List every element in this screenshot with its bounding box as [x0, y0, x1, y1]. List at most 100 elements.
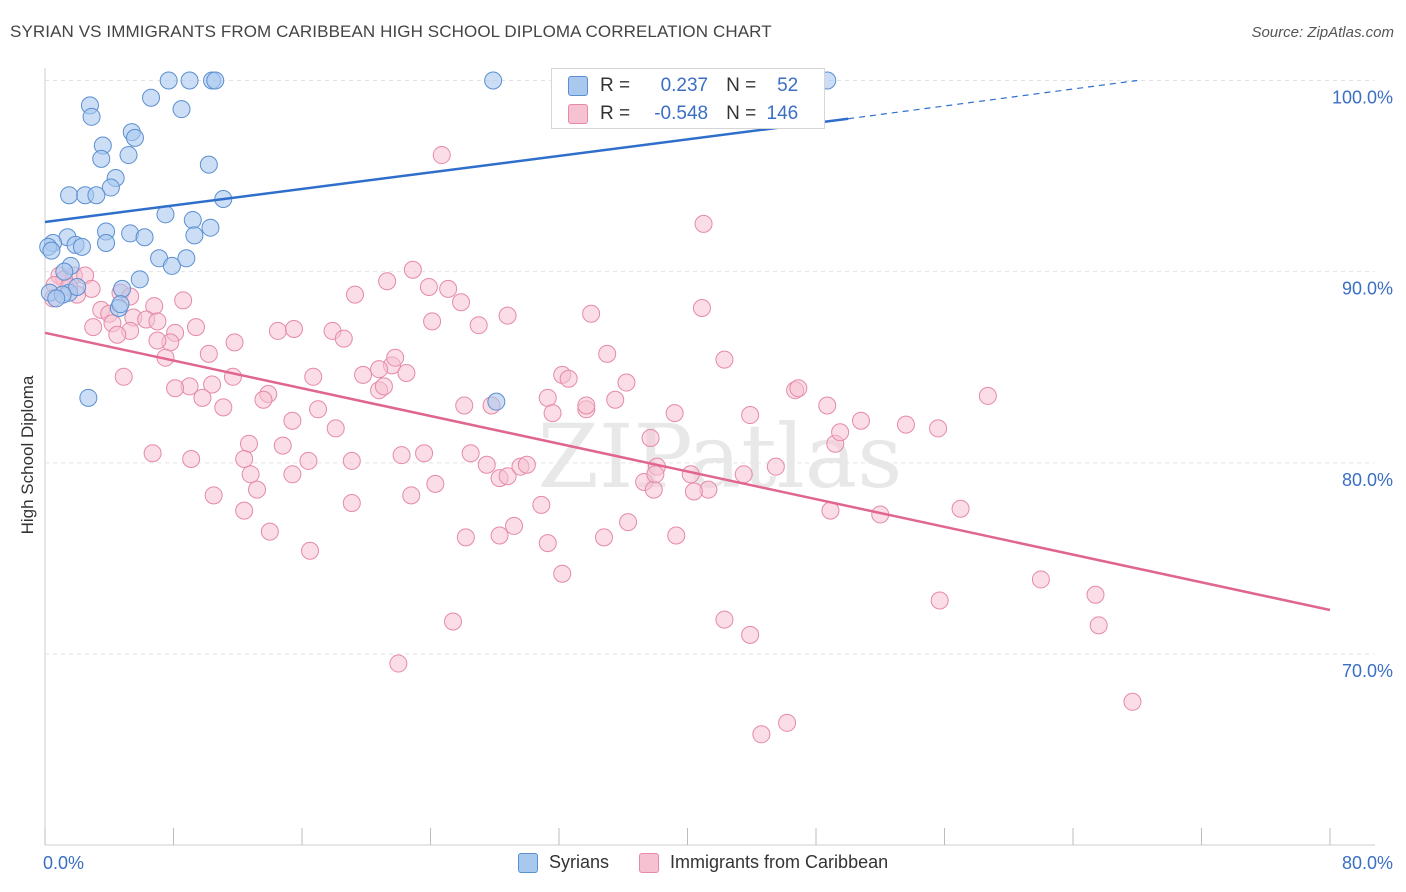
syrian-point: [135, 228, 154, 247]
syrians-swatch: [568, 76, 588, 96]
caribbean-point: [419, 277, 438, 296]
caribbean-point: [403, 260, 422, 279]
gridlines: [45, 80, 1375, 655]
caribbean-point: [577, 396, 596, 415]
syrian-point: [130, 270, 149, 289]
syrian-point: [92, 149, 111, 168]
syrian-point: [172, 100, 191, 119]
caribbean-point: [498, 467, 517, 486]
syrian-point: [113, 279, 132, 298]
caribbean-point: [309, 400, 328, 419]
syrian-point: [42, 241, 61, 260]
y-tick-label: 70.0%: [1342, 661, 1393, 681]
caribbean-point: [715, 610, 734, 629]
legend-item-caribbean[interactable]: Immigrants from Caribbean: [639, 852, 888, 873]
caribbean-point: [354, 365, 373, 384]
caribbean-point: [641, 428, 660, 447]
legend-label-caribbean: Immigrants from Caribbean: [670, 852, 889, 872]
caribbean-point: [684, 482, 703, 501]
caribbean-point: [851, 411, 870, 430]
caribbean-point: [1031, 570, 1050, 589]
source-credit: Source: ZipAtlas.com: [1251, 24, 1394, 41]
caribbean-point: [766, 457, 785, 476]
r-value-syrians: 0.237: [660, 75, 709, 96]
x-tick-label: 0.0%: [43, 853, 84, 873]
caribbean-point: [498, 306, 517, 325]
caribbean-point: [1086, 585, 1105, 604]
caribbean-swatch: [568, 104, 588, 124]
bottom-legend: Syrians Immigrants from Caribbean: [518, 852, 918, 873]
caribbean-point: [929, 419, 948, 438]
caribbean-point: [582, 304, 601, 323]
trend-lines: [44, 79, 1331, 612]
caribbean-point: [283, 411, 302, 430]
caribbean-point: [617, 373, 636, 392]
caribbean-point: [389, 654, 408, 673]
syrian-point: [72, 237, 91, 256]
caribbean-point: [148, 312, 167, 331]
caribbean-point: [667, 526, 686, 545]
caribbean-point: [606, 390, 625, 409]
caribbean-point: [254, 390, 273, 409]
caribbean-point: [143, 444, 162, 463]
caribbean-point: [594, 528, 613, 547]
r-label: R =: [600, 75, 631, 96]
syrian-point: [206, 71, 225, 90]
syrian-point: [119, 146, 138, 165]
syrian-point: [484, 71, 503, 90]
caribbean-point: [439, 279, 458, 298]
caribbean-point: [392, 446, 411, 465]
caribbean-point: [193, 388, 212, 407]
caribbean-point: [326, 419, 345, 438]
caribbean-point: [346, 285, 365, 304]
caribbean-point: [752, 725, 771, 744]
caribbean-point: [374, 377, 393, 396]
syrian-point: [79, 388, 98, 407]
syrians-swatch: [518, 852, 538, 873]
n-label: N =: [726, 75, 757, 96]
syrian-point: [82, 107, 101, 126]
caribbean-point: [490, 526, 509, 545]
caribbean-point: [342, 451, 361, 470]
caribbean-point: [598, 344, 617, 363]
caribbean-point: [283, 465, 302, 484]
syrian-point: [60, 186, 79, 205]
legend-item-syrians[interactable]: Syrians: [518, 852, 609, 873]
caribbean-point: [455, 396, 474, 415]
legend-label-syrians: Syrians: [549, 852, 610, 872]
caribbean-point: [241, 465, 260, 484]
caribbean-point: [299, 451, 318, 470]
caribbean-point: [426, 474, 445, 493]
caribbean-point: [543, 404, 562, 423]
caribbean-point: [477, 455, 496, 474]
caribbean-point: [734, 465, 753, 484]
r-value-caribbean: -0.548: [654, 103, 709, 124]
syrian-point: [87, 186, 106, 205]
caribbean-point: [204, 486, 223, 505]
stats-legend-box: R = 0.237 N = 52 R = -0.548 N = 146: [551, 68, 825, 129]
caribbean-point: [896, 415, 915, 434]
caribbean-point: [199, 344, 218, 363]
r-label: R =: [600, 103, 631, 124]
caribbean-point: [301, 541, 320, 560]
caribbean-swatch: [639, 852, 660, 873]
syrian-point: [125, 128, 144, 147]
syrians-trend-line: [44, 117, 849, 224]
syrian-point: [97, 233, 116, 252]
caribbean-point: [397, 363, 416, 382]
caribbean-point: [517, 455, 536, 474]
caribbean-point: [443, 612, 462, 631]
n-value-caribbean: 146: [766, 103, 799, 124]
n-value-syrians: 52: [777, 75, 799, 96]
syrian-point: [111, 295, 130, 314]
caribbean-point: [235, 501, 254, 520]
tick-labels: 70.0% 80.0% 90.0% 100.0% 0.0% 80.0%: [43, 88, 1393, 874]
syrian-point: [162, 256, 181, 275]
caribbean-point: [1123, 692, 1142, 711]
caribbean-point: [186, 318, 205, 337]
caribbean-point: [166, 379, 185, 398]
caribbean-point: [235, 450, 254, 469]
axes: [44, 68, 1375, 846]
caribbean-point: [214, 398, 233, 417]
caribbean-point: [148, 331, 167, 350]
